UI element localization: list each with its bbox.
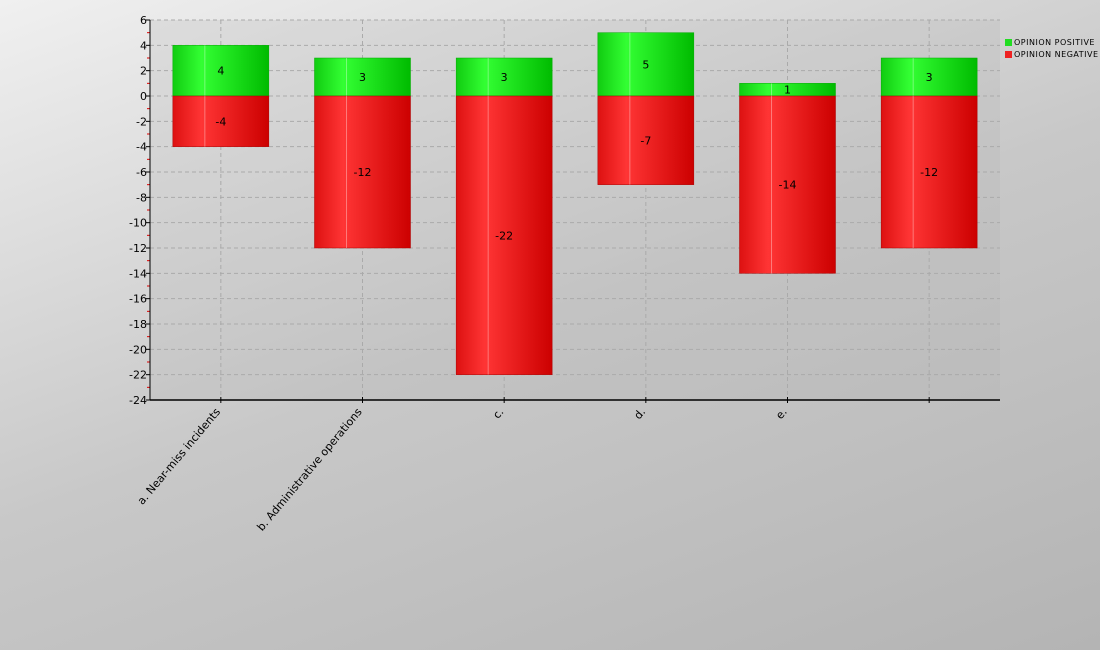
y-tick-label: -14 (129, 267, 147, 280)
bar-negative (739, 95, 836, 274)
y-tick-label: -6 (136, 166, 147, 179)
bar-negative (455, 95, 553, 375)
data-label: 4 (217, 65, 224, 78)
bar-positive (455, 57, 553, 97)
data-label: -14 (779, 179, 797, 192)
bar-negative (172, 95, 270, 147)
data-label: 1 (784, 84, 791, 97)
y-tick-label: -24 (129, 394, 147, 407)
y-tick-label: -18 (129, 318, 147, 331)
bar-positive (880, 57, 978, 97)
y-tick-label: -10 (129, 217, 147, 230)
x-tick-label: c. (490, 406, 506, 422)
x-tick-label: a. Near-miss incidents (135, 405, 223, 507)
y-tick-label: -20 (129, 343, 147, 356)
bar-negative (597, 95, 695, 185)
legend-label: OPINION NEGATIVE (1014, 50, 1099, 59)
y-tick-label: 2 (140, 65, 147, 78)
y-tick-label: 0 (140, 90, 147, 103)
y-tick-label: 6 (140, 14, 147, 27)
y-tick-label: -4 (136, 141, 147, 154)
y-tick-label: -22 (129, 369, 147, 382)
legend: OPINION POSITIVE OPINION NEGATIVE (1005, 38, 1099, 59)
data-label: -7 (640, 134, 651, 147)
bar-negative (880, 95, 978, 249)
y-tick-label: -2 (136, 115, 147, 128)
y-tick-label: -16 (129, 293, 147, 306)
legend-label: OPINION POSITIVE (1014, 38, 1095, 47)
data-label: -22 (495, 229, 513, 242)
y-tick-label: -8 (136, 191, 147, 204)
y-tick-label: 4 (140, 39, 147, 52)
bar-positive (172, 45, 270, 97)
data-label: -12 (354, 166, 372, 179)
x-tick-label: d. (631, 406, 648, 422)
data-label: 5 (642, 58, 649, 71)
legend-swatch (1005, 51, 1012, 58)
x-tick-label: b. Administrative operations (255, 405, 365, 533)
data-label: 3 (926, 71, 933, 84)
bar-negative (314, 95, 411, 249)
plot-area (150, 20, 1000, 400)
y-tick-label: -12 (129, 242, 147, 255)
data-label: -12 (920, 166, 938, 179)
legend-swatch (1005, 39, 1012, 46)
x-tick-label: e. (773, 406, 790, 422)
data-label: -4 (215, 115, 226, 128)
data-label: 3 (501, 71, 508, 84)
data-label: 3 (359, 71, 366, 84)
bar-positive (597, 32, 695, 97)
